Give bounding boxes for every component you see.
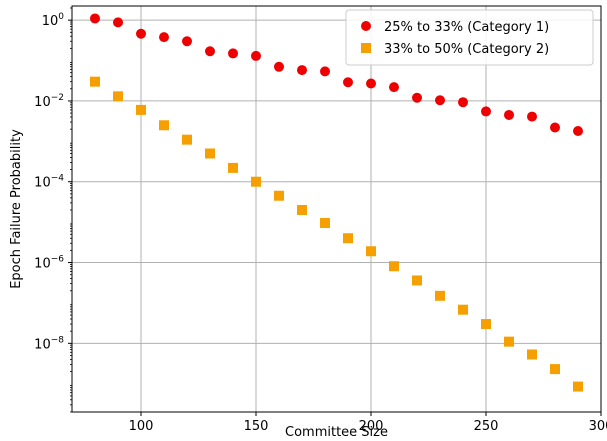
data-point-category-2	[366, 246, 376, 257]
data-point-category-1	[458, 97, 468, 108]
data-point-category-2	[435, 290, 445, 301]
data-point-category-2	[90, 76, 100, 87]
data-point-category-2	[136, 104, 146, 115]
legend-label-category-2: 33% to 50% (Category 2)	[384, 42, 549, 57]
data-point-category-2	[504, 336, 514, 347]
legend: 25% to 33% (Category 1) 33% to 50% (Cate…	[345, 9, 594, 66]
data-point-category-1	[366, 78, 376, 89]
data-point-category-2	[274, 190, 284, 201]
legend-box	[345, 9, 594, 66]
data-point-category-1	[550, 122, 560, 133]
plot-frame	[71, 5, 602, 413]
data-point-category-1	[228, 48, 238, 59]
data-point-category-1	[274, 61, 284, 72]
x-axis-label: Committee Size	[285, 425, 388, 440]
data-point-category-1	[389, 82, 399, 93]
x-tick-label: 150	[244, 419, 269, 434]
data-point-category-2	[412, 275, 422, 286]
data-point-category-1	[320, 66, 330, 77]
x-tick-label: 300	[589, 419, 607, 434]
data-point-category-2	[550, 364, 560, 375]
legend-marker-category-2	[361, 43, 371, 53]
y-tick-label: 10−8	[34, 335, 64, 352]
data-point-category-1	[297, 65, 307, 76]
x-tick-label: 100	[129, 419, 154, 434]
data-point-category-1	[113, 17, 123, 28]
data-point-category-2	[159, 120, 169, 131]
data-point-category-1	[90, 13, 100, 24]
data-point-category-1	[412, 92, 422, 103]
data-point-category-2	[573, 381, 583, 392]
data-point-category-2	[320, 218, 330, 229]
data-point-category-2	[458, 304, 468, 315]
data-point-category-1	[136, 28, 146, 39]
data-point-category-2	[182, 134, 192, 145]
y-tick-label: 100	[42, 12, 65, 29]
data-point-category-2	[389, 261, 399, 272]
gridlines	[72, 6, 601, 412]
data-point-category-1	[205, 46, 215, 57]
legend-label-category-1: 25% to 33% (Category 1)	[384, 20, 549, 35]
data-point-category-1	[343, 77, 353, 88]
axis-ticks: 100 150 200 250 300 100 10−2 10−4 10−6 10−8	[34, 7, 607, 434]
data-points	[90, 13, 583, 392]
data-point-category-1	[159, 32, 169, 43]
data-point-category-2	[343, 233, 353, 244]
y-tick-label: 10−6	[34, 255, 64, 272]
data-point-category-2	[481, 319, 491, 330]
data-point-category-1	[251, 50, 261, 61]
y-tick-label: 10−2	[34, 93, 64, 110]
x-tick-label: 250	[474, 419, 499, 434]
data-point-category-2	[251, 176, 261, 187]
data-point-category-2	[527, 349, 537, 360]
legend-marker-category-1	[361, 21, 371, 31]
data-point-category-1	[504, 109, 514, 120]
data-point-category-1	[527, 111, 537, 122]
data-point-category-1	[435, 95, 445, 106]
data-point-category-1	[573, 126, 583, 137]
data-point-category-2	[228, 162, 238, 173]
data-point-category-2	[113, 91, 123, 102]
y-axis-label: Epoch Failure Probability	[9, 129, 24, 289]
data-point-category-2	[205, 148, 215, 159]
data-point-category-1	[182, 36, 192, 47]
x-tick-label: 200	[359, 419, 384, 434]
data-point-category-1	[481, 106, 491, 117]
data-point-category-2	[297, 204, 307, 215]
y-tick-label: 10−4	[34, 174, 64, 191]
